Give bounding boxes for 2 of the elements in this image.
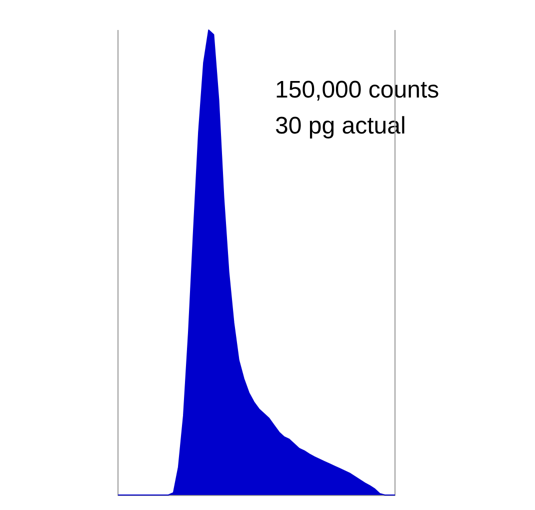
annotation: 30 pg actual — [275, 112, 406, 140]
annotation: 150,000 counts — [275, 76, 440, 104]
